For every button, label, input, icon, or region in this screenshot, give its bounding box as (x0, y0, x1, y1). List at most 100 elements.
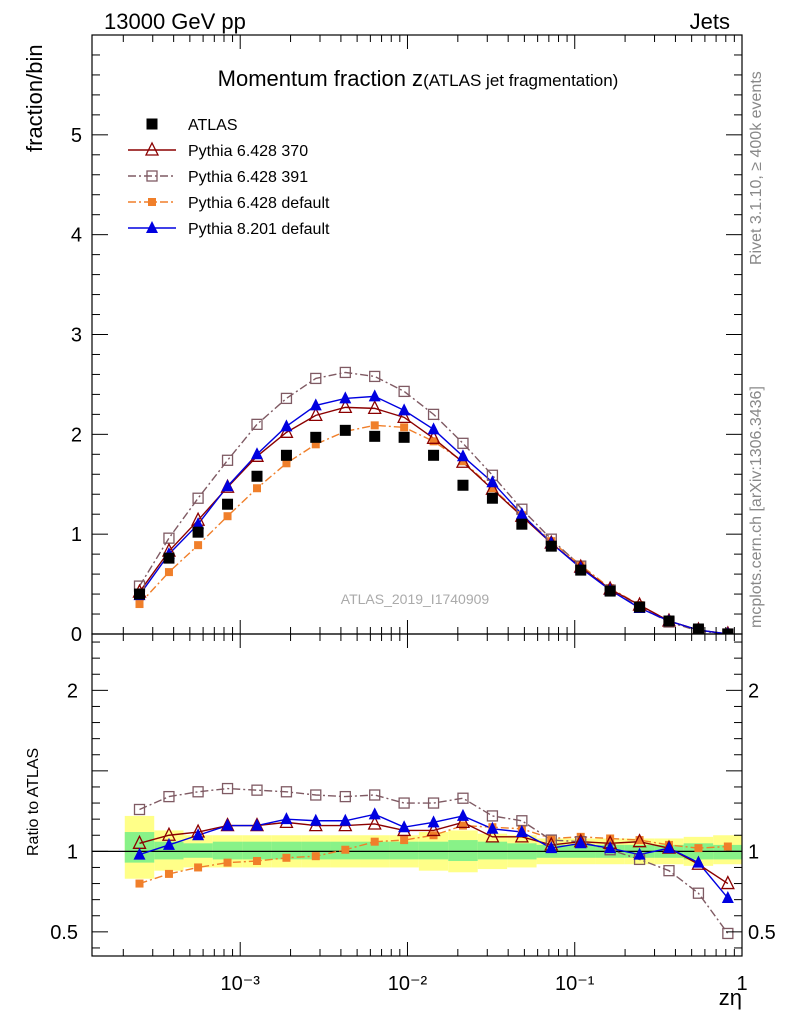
ratio-point-pythia-6-428-391 (457, 792, 469, 804)
legend-marker-pythia-8-201-default (146, 221, 158, 233)
bottom-y-tick-label-right: 2 (748, 680, 759, 702)
ratio-point-pythia-8-201-default (456, 808, 469, 821)
legend-marker-pythia-6-428-370 (144, 141, 160, 156)
chart-title-sub: (ATLAS jet fragmentation) (423, 71, 618, 90)
top-y-tick-label: 2 (71, 424, 82, 446)
bottom-y-tick-label: 0.5 (50, 922, 78, 944)
point-pythia-6-428-391 (457, 437, 469, 449)
ratio-point-pythia-8-201-default (574, 836, 587, 849)
point-atlas (222, 498, 234, 510)
ratio-point-pythia-6-428-391 (663, 865, 675, 877)
axes: 10⁻³ 10⁻² 10⁻¹ 1 0 1 2 3 4 5 0.5 0.5 1 1 2 2 (50, 34, 776, 995)
bottom-panel-marks (92, 782, 742, 940)
band-green (418, 841, 449, 860)
point-pythia-6-428-default (252, 484, 261, 493)
header-right: Jets (690, 9, 730, 34)
ratio-point-pythia-6-428-370 (720, 875, 735, 890)
ratio-point-pythia-6-428-default (135, 879, 144, 888)
ratio-point-pythia-6-428-391 (133, 803, 146, 816)
point-pythia-8-201-default (280, 419, 293, 432)
ratio-point-pythia-8-201-default (280, 812, 293, 825)
ratio-point-pythia-8-201-default (545, 841, 558, 854)
ratio-point-pythia-6-428-default (458, 821, 467, 830)
point-pythia-8-201-default (368, 389, 381, 402)
point-atlas (192, 526, 204, 538)
ratio-point-pythia-6-428-391 (221, 782, 234, 795)
point-pythia-6-428-391 (369, 370, 381, 383)
bottom-ylabel: Ratio to ATLAS (25, 748, 42, 856)
ratio-point-pythia-6-428-default (606, 834, 615, 843)
ratio-point-pythia-8-201-default (692, 855, 705, 868)
ratio-point-pythia-8-201-default (633, 847, 646, 860)
chart-title: Momentum fraction z(ATLAS jet fragmentat… (218, 66, 619, 91)
top-y-tick-label: 0 (71, 624, 82, 646)
top-panel-marks (132, 366, 734, 634)
point-pythia-8-201-default (515, 507, 528, 520)
x-axis-label: zη (719, 985, 742, 1010)
ratio-point-pythia-6-428-370 (485, 828, 500, 843)
point-pythia-6-428-391 (221, 454, 234, 466)
point-atlas (310, 431, 322, 443)
top-y-tick-label: 1 (71, 524, 82, 546)
x-tick-label: 1 (736, 973, 747, 995)
point-atlas (545, 540, 557, 552)
ratio-point-pythia-8-201-default (250, 818, 263, 831)
ratio-point-pythia-6-428-391 (692, 887, 705, 899)
band-green (301, 841, 331, 860)
ratio-point-pythia-8-201-default (221, 818, 234, 831)
band-green (183, 843, 213, 858)
point-atlas (134, 588, 146, 600)
top-y-tick-label: 5 (71, 125, 82, 147)
point-pythia-8-201-default (486, 475, 499, 488)
ratio-point-pythia-6-428-370 (367, 815, 382, 830)
ratio-point-pythia-6-428-default (341, 845, 350, 854)
point-pythia-8-201-default (339, 391, 352, 404)
point-pythia-8-201-default (192, 517, 205, 530)
x-tick-label: 10⁻¹ (555, 973, 595, 995)
band-green (389, 841, 419, 860)
point-pythia-6-428-default (223, 512, 232, 521)
ratio-point-pythia-6-428-391 (280, 786, 293, 798)
ratio-point-pythia-6-428-default (164, 869, 173, 878)
point-atlas (457, 479, 469, 491)
point-pythia-6-428-default (194, 541, 203, 550)
chart-title-main: Momentum fraction z (218, 66, 423, 91)
ratio-point-pythia-8-201-default (162, 837, 175, 850)
legend-label-pythia-6-428-370: Pythia 6.428 370 (188, 143, 308, 160)
band-green (360, 841, 390, 860)
bottom-y-tick-label: 1 (67, 841, 78, 863)
ratio-point-pythia-6-428-default (723, 842, 732, 851)
ratio-point-pythia-8-201-default (339, 813, 352, 826)
analysis-watermark: ATLAS_2019_I1740909 (341, 591, 490, 607)
legend-marker-atlas (146, 118, 158, 130)
ratio-point-pythia-6-428-391 (427, 797, 440, 809)
point-pythia-6-428-default (429, 437, 438, 446)
x-tick-label: 10⁻² (388, 973, 428, 995)
point-pythia-8-201-default (398, 403, 411, 416)
ratio-point-pythia-6-428-391 (369, 789, 381, 801)
ratio-point-pythia-6-428-default (223, 858, 232, 867)
x-tick-label: 10⁻³ (220, 973, 260, 995)
point-pythia-6-428-default (400, 423, 409, 432)
ratio-point-pythia-6-428-391 (398, 797, 410, 809)
point-pythia-6-428-391 (339, 366, 351, 379)
point-pythia-6-428-default (311, 440, 320, 449)
point-atlas (251, 470, 263, 482)
point-pythia-8-201-default (456, 449, 469, 462)
ratio-point-pythia-6-428-391 (192, 786, 204, 798)
bottom-y-tick-label-right: 0.5 (748, 922, 776, 944)
ratio-point-pythia-6-428-default (194, 863, 203, 872)
point-pythia-8-201-default (250, 447, 263, 460)
point-atlas (428, 449, 440, 461)
legend-marker-pythia-6-428-default (148, 198, 156, 206)
point-pythia-6-428-391 (251, 418, 263, 431)
band-green (154, 841, 184, 860)
top-ylabel: fraction/bin (22, 44, 47, 152)
ratio-point-pythia-8-201-default (368, 807, 381, 820)
legend: ATLAS Pythia 6.428 370 Pythia 6.428 391 Pyt… (128, 117, 330, 238)
ratio-point-pythia-8-201-default (604, 841, 617, 854)
ratio-point-pythia-6-428-391 (251, 784, 263, 796)
point-atlas (692, 623, 704, 634)
mcplots-label: mcplots.cern.ch [arXiv:1306.3436] (748, 386, 765, 628)
